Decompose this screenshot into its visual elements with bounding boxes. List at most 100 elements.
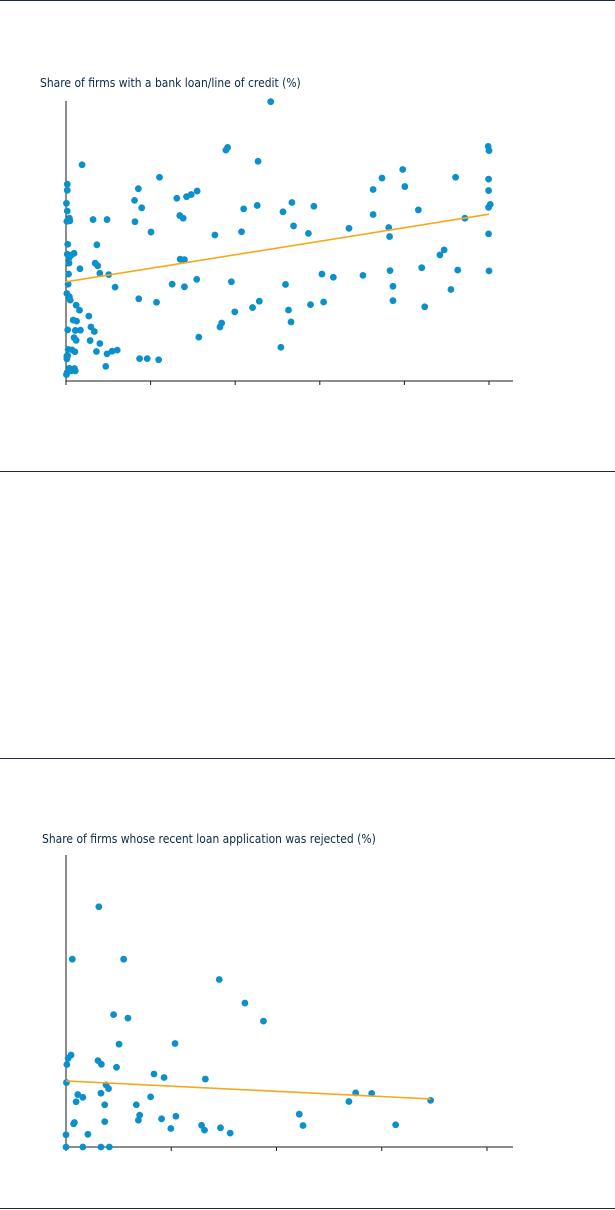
- chart-1-point-87: [227, 278, 235, 286]
- chart-1-point-29: [71, 348, 79, 356]
- chart-2-point-49: [62, 1131, 70, 1139]
- chart-1-point-41: [89, 216, 97, 223]
- chart-2-point-8: [115, 1040, 123, 1048]
- chart-2-point-28: [132, 1101, 140, 1109]
- chart-1-point-106: [318, 270, 326, 278]
- chart-1-point-103: [304, 229, 312, 237]
- chart-1-point-21: [73, 317, 80, 325]
- divider-rule-2: [0, 758, 615, 759]
- chart-1-point-78: [136, 355, 144, 363]
- chart-2-point-2: [120, 955, 128, 963]
- chart-1-point-73: [168, 280, 176, 288]
- chart-1-point-86: [224, 144, 231, 151]
- chart-2-point-50: [62, 1143, 70, 1151]
- chart-1-point-82: [211, 231, 219, 239]
- chart-2-point-45: [299, 1122, 307, 1129]
- chart-1-point-19: [76, 306, 83, 314]
- chart-1-point-125: [440, 246, 448, 254]
- chart-2-point-14: [97, 1060, 105, 1068]
- chart-1-point-111: [369, 211, 377, 218]
- chart-2-point-1: [68, 955, 76, 963]
- chart-1-point-127: [452, 173, 459, 181]
- chart-1-point-135: [485, 203, 492, 211]
- chart-1-point-126: [447, 286, 455, 293]
- chart-1-point-49: [85, 312, 93, 320]
- chart-1-point-124: [436, 251, 444, 259]
- chart-1-point-80: [155, 356, 163, 364]
- chart-1-point-48: [111, 283, 119, 291]
- chart-1-point-107: [320, 298, 328, 306]
- chart-1-point-18: [72, 301, 80, 309]
- chart-2-point-5: [260, 1017, 267, 1025]
- chart-1-point-63: [131, 218, 139, 226]
- chart-1-point-64: [147, 228, 155, 236]
- chart-2-point-0: [95, 903, 103, 911]
- chart-1-point-105: [307, 301, 314, 309]
- chart-2-point-34: [136, 1111, 144, 1119]
- chart-2-point-25: [72, 1098, 80, 1106]
- chart-1-point-76: [153, 298, 160, 306]
- chart-2-point-11: [67, 1051, 75, 1059]
- chart-2-point-43: [226, 1129, 234, 1137]
- chart-1-point-101: [288, 199, 296, 206]
- chart-2-point-41: [201, 1126, 208, 1134]
- chart-1-point-0: [63, 180, 71, 188]
- chart-1-point-112: [369, 186, 377, 193]
- chart-1-point-40: [76, 265, 84, 273]
- chart-1-point-23: [71, 327, 79, 334]
- chart-2-point-9: [171, 1040, 179, 1047]
- chart-2-point-37: [172, 1112, 180, 1120]
- chart-1-point-94: [255, 297, 263, 305]
- chart-1-point-120: [389, 297, 397, 305]
- chart-1-point-121: [414, 206, 422, 214]
- chart-1-point-67: [179, 214, 187, 222]
- chart-1-point-42: [103, 216, 111, 223]
- chart-1-point-55: [93, 348, 100, 355]
- chart-1-point-132: [485, 175, 492, 183]
- chart-2-point-12: [63, 1061, 71, 1068]
- chart-1-point-22: [64, 326, 72, 334]
- chart-1-point-118: [386, 233, 393, 240]
- chart-2-point-27: [74, 1091, 82, 1098]
- chart-1-point-79: [143, 355, 151, 363]
- chart-1-point-128: [454, 266, 462, 274]
- chart-2-point-3: [215, 976, 223, 983]
- chart-1-point-38: [63, 371, 70, 379]
- chart-2-point-32: [427, 1096, 434, 1104]
- chart-1-point-45: [94, 262, 102, 270]
- chart-1-point-56: [102, 362, 110, 370]
- chart-1-point-2: [63, 199, 70, 207]
- chart-1-point-68: [187, 191, 195, 198]
- chart-2-point-47: [70, 1120, 77, 1128]
- chart-2-point-53: [105, 1143, 113, 1151]
- chart-1-point-60: [134, 185, 142, 193]
- chart-1-point-43: [93, 241, 101, 249]
- chart-1-point-62: [156, 173, 163, 181]
- chart-1-point-131: [485, 147, 493, 155]
- chart-1-point-116: [401, 183, 409, 190]
- chart-1-point-75: [193, 275, 201, 283]
- chart-1-point-115: [399, 166, 407, 173]
- chart-1-point-12: [65, 259, 73, 267]
- chart-2-point-17: [160, 1074, 168, 1081]
- chart-1-point-104: [310, 202, 318, 210]
- divider-rule-1: [0, 471, 615, 472]
- chart-1-point-57: [108, 347, 116, 355]
- chart-1-point-11: [70, 249, 78, 257]
- chart-2-point-52: [97, 1143, 105, 1151]
- chart-1-point-84: [218, 319, 226, 327]
- chart-1-point-88: [231, 308, 239, 316]
- chart-1-point-24: [76, 326, 84, 334]
- chart-1-point-95: [267, 98, 275, 106]
- chart-2-point-51: [79, 1143, 87, 1151]
- chart-2-point-42: [217, 1124, 224, 1132]
- chart-2-point-46: [392, 1121, 400, 1129]
- chart-1-point-26: [72, 336, 80, 344]
- chart-1-point-98: [282, 281, 289, 288]
- chart-2-point-18: [201, 1075, 209, 1083]
- chart-1-point-102: [290, 222, 297, 230]
- chart-1-point-52: [86, 337, 94, 344]
- chart-1-point-81: [195, 333, 203, 341]
- chart-1-point-3: [63, 207, 71, 215]
